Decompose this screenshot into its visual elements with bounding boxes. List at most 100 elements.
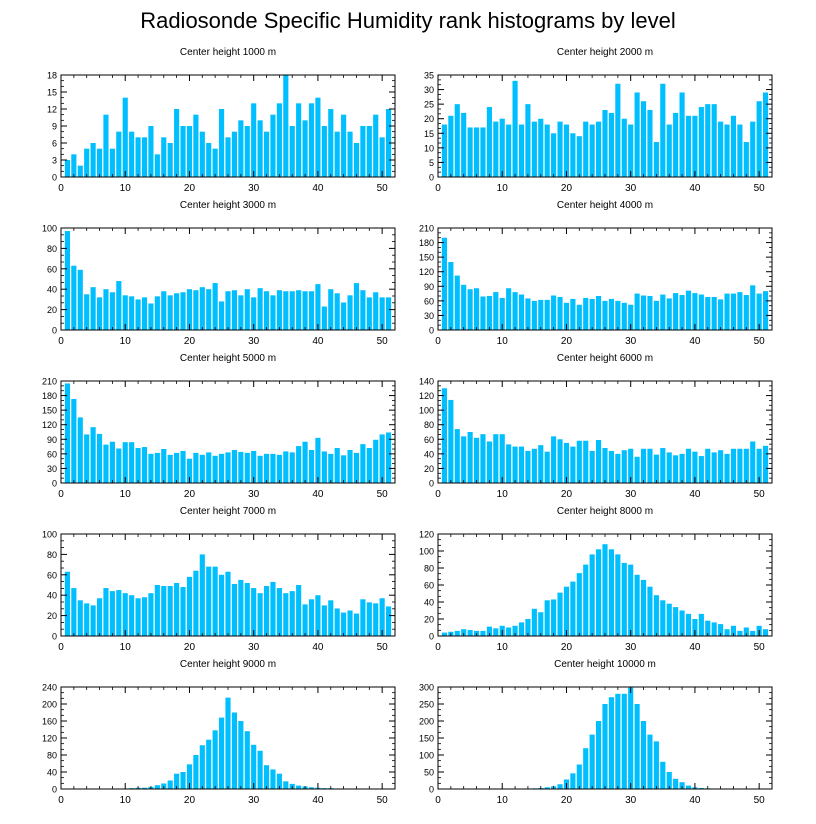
histogram-bar <box>167 454 173 483</box>
histogram-bar <box>225 697 231 790</box>
histogram-bar <box>506 627 512 636</box>
histogram-bar <box>448 115 454 177</box>
histogram-bar <box>576 764 582 789</box>
histogram-bar <box>615 83 621 177</box>
histogram-bar <box>634 574 640 636</box>
x-tick-label: 30 <box>248 642 260 653</box>
histogram-bar <box>666 124 672 177</box>
histogram-bar <box>596 721 602 789</box>
histogram-bar <box>743 295 749 330</box>
histogram-bar <box>576 304 582 330</box>
histogram-bar <box>174 293 180 330</box>
histogram-bar <box>238 451 244 483</box>
histogram-bar <box>341 114 347 177</box>
y-tick-label: 160 <box>42 717 57 727</box>
histogram-panel: Center height 9000 m 0 10 20 30 40 50 0 40 80 120 1… <box>42 659 396 806</box>
histogram-bar <box>679 92 685 177</box>
histogram-bar <box>441 124 447 177</box>
histogram-bar <box>544 600 550 636</box>
histogram-bar <box>685 785 692 789</box>
histogram-bar <box>486 107 492 177</box>
histogram-bar <box>244 731 250 789</box>
histogram-bar <box>499 434 505 483</box>
histogram-bar <box>583 440 589 483</box>
x-tick-label: 20 <box>184 336 196 347</box>
histogram-bar <box>283 781 289 789</box>
histogram-panel: Center height 8000 m 0 10 20 30 40 50 0 20 40 60 80… <box>419 506 773 653</box>
y-tick-label: 250 <box>419 700 434 710</box>
y-tick-label: 3 <box>52 156 57 166</box>
histogram-bar <box>116 131 122 177</box>
histogram-bar <box>206 566 212 636</box>
histogram-bar <box>531 121 537 177</box>
histogram-bar <box>634 92 640 177</box>
histogram-bar <box>135 137 141 177</box>
histogram-bar <box>116 281 122 330</box>
y-tick-label: 20 <box>47 611 57 621</box>
histogram-bar <box>193 570 199 636</box>
y-tick-label: 25 <box>424 100 434 110</box>
x-tick-label: 30 <box>248 336 260 347</box>
y-tick-label: 150 <box>42 406 57 416</box>
histogram-bar <box>698 787 704 789</box>
histogram-bar <box>448 399 454 483</box>
histogram-bar <box>615 453 621 483</box>
x-tick-label: 30 <box>248 795 260 806</box>
histogram-bar <box>448 262 454 330</box>
histogram-bar <box>666 772 672 789</box>
histogram-bar <box>743 142 749 177</box>
histogram-bar <box>353 613 360 636</box>
y-tick-label: 50 <box>424 768 434 778</box>
y-tick-label: 10 <box>424 143 434 153</box>
histogram-bar <box>608 549 614 636</box>
y-tick-label: 100 <box>419 406 434 416</box>
histogram-bar <box>679 453 685 483</box>
x-tick-label: 40 <box>689 183 701 194</box>
histogram-bar <box>251 103 257 177</box>
y-tick-label: 210 <box>419 224 434 234</box>
histogram-bar <box>186 576 193 636</box>
y-tick-label: 80 <box>47 550 57 560</box>
histogram-bar <box>493 292 499 330</box>
histogram-bar <box>154 296 160 330</box>
histogram-bar <box>653 741 659 789</box>
histogram-bar <box>583 564 589 636</box>
panel-title: Center height 10000 m <box>554 659 656 670</box>
histogram-bar <box>589 554 595 636</box>
x-tick-label: 30 <box>248 489 260 500</box>
histogram-bar <box>386 297 392 330</box>
histogram-bar <box>84 148 90 177</box>
histogram-bar <box>238 579 244 636</box>
histogram-bar <box>692 619 698 636</box>
histogram-bar <box>135 299 141 330</box>
histogram-bar <box>103 114 109 177</box>
y-tick-label: 90 <box>47 435 57 445</box>
histogram-bar <box>238 120 244 177</box>
histogram-bar <box>328 109 334 177</box>
histogram-bar <box>518 294 525 330</box>
y-tick-label: 150 <box>419 253 434 263</box>
y-tick-label: 30 <box>47 464 57 474</box>
histogram-bar <box>302 120 308 177</box>
histogram-bar <box>141 447 148 483</box>
histogram-bar <box>596 121 602 177</box>
histogram-bar <box>283 451 289 483</box>
histogram-bar <box>257 455 263 483</box>
histogram-bar <box>308 103 315 177</box>
histogram-bar <box>563 124 570 177</box>
y-tick-label: 240 <box>42 683 57 693</box>
histogram-bar <box>84 603 90 636</box>
histogram-bar <box>551 436 557 483</box>
histogram-bar <box>602 544 608 636</box>
histogram-bar <box>206 452 212 483</box>
histogram-bar <box>544 787 550 789</box>
x-tick-label: 10 <box>497 336 509 347</box>
histogram-bar <box>219 717 225 789</box>
histogram-bar <box>640 295 647 330</box>
histogram-bar <box>379 297 385 330</box>
y-tick-label: 20 <box>424 615 434 625</box>
y-tick-label: 90 <box>424 282 434 292</box>
histogram-bar <box>461 284 467 330</box>
x-tick-label: 0 <box>58 183 64 194</box>
